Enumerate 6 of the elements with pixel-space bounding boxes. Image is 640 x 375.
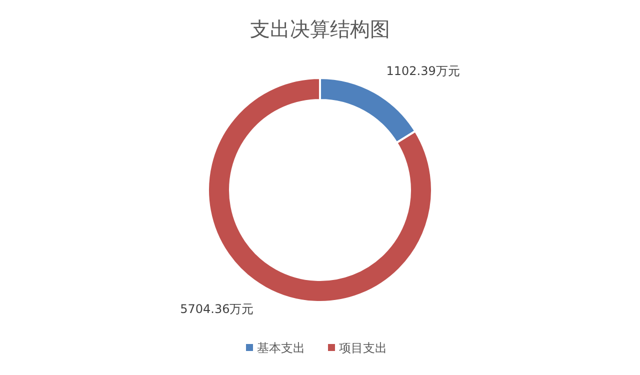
donut-slice xyxy=(207,77,433,303)
chart-title: 支出决算结构图 xyxy=(250,17,390,41)
legend-label: 项目支出 xyxy=(339,341,387,355)
data-label: 5704.36万元 xyxy=(180,302,254,316)
data-label: 1102.39万元 xyxy=(386,64,460,78)
legend-label: 基本支出 xyxy=(257,341,305,355)
